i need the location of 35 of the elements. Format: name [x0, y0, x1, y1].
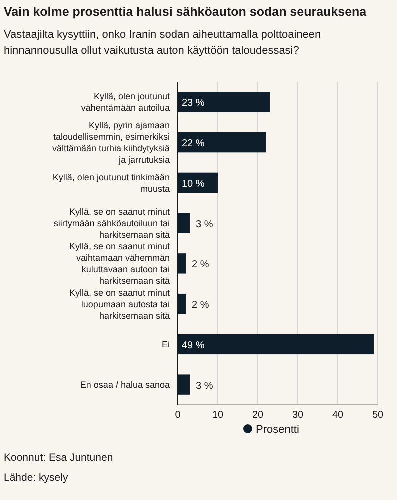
bar [178, 213, 190, 234]
y-tick-label: Kyllä, olen joutunut vähentämään autoilua [81, 92, 170, 114]
bar [178, 374, 190, 395]
y-tick-label: Kyllä, pyrin ajamaan taloudellisemmin, esimerkiksi välttämään turhia kiihdytyksiä ja jarrutuksia [52, 120, 170, 166]
bar [178, 92, 270, 112]
bar [178, 254, 186, 274]
data-label: 49 % [182, 340, 205, 352]
data-label: 3 % [196, 219, 214, 230]
x-tick-label: 10 [212, 410, 224, 421]
legend-label: Prosentti [256, 424, 300, 436]
x-tick-label: 30 [292, 410, 304, 421]
bar [178, 172, 218, 194]
x-tick-label: 40 [332, 410, 344, 421]
y-tick-label: Ei [162, 340, 170, 350]
text: Lähde: kysely [4, 472, 69, 484]
bar [178, 334, 374, 355]
bar [178, 294, 186, 314]
data-label: 23 % [182, 98, 205, 110]
y-tick-label: Kyllä, se on saanut minut vaihtamaan vähemmän kuluttavaan autoon tai harkitsemaan sitä [69, 242, 170, 286]
x-tick-label: 50 [372, 410, 384, 421]
y-tick-label: Kyllä, se on saanut minut siirtymään sähköautoiluun tai harkitsemaan sitä [54, 207, 170, 240]
data-label: 2 % [192, 300, 210, 312]
y-tick-label: Kyllä, se on saanut minut luopumaan autosta tai harkitsemaan sitä [69, 288, 170, 321]
text: Koonnut: Esa Juntunen [4, 452, 114, 464]
data-label: 10 % [182, 178, 205, 190]
chart-title: Vain kolme prosenttia halusi sähköauton sodan seurauksena [4, 5, 368, 19]
x-tick-label: 20 [252, 410, 264, 421]
data-label: 22 % [182, 138, 205, 150]
x-tick-label: 0 [175, 410, 182, 421]
bar [178, 132, 266, 153]
y-tick-label: En osaa / halua sanoa [80, 380, 170, 390]
chart-subtitle: Vastaajilta kysyttiin, onko Iranin sodan aiheuttamalla polttoaineen hinnannousulla ollut vaikutusta auton käyttöön taloudessasi? [4, 29, 322, 57]
data-label: 3 % [196, 380, 214, 392]
data-label: 2 % [192, 260, 210, 271]
y-tick-label: Kyllä, olen joutunut tinkimään muusta [52, 172, 170, 194]
